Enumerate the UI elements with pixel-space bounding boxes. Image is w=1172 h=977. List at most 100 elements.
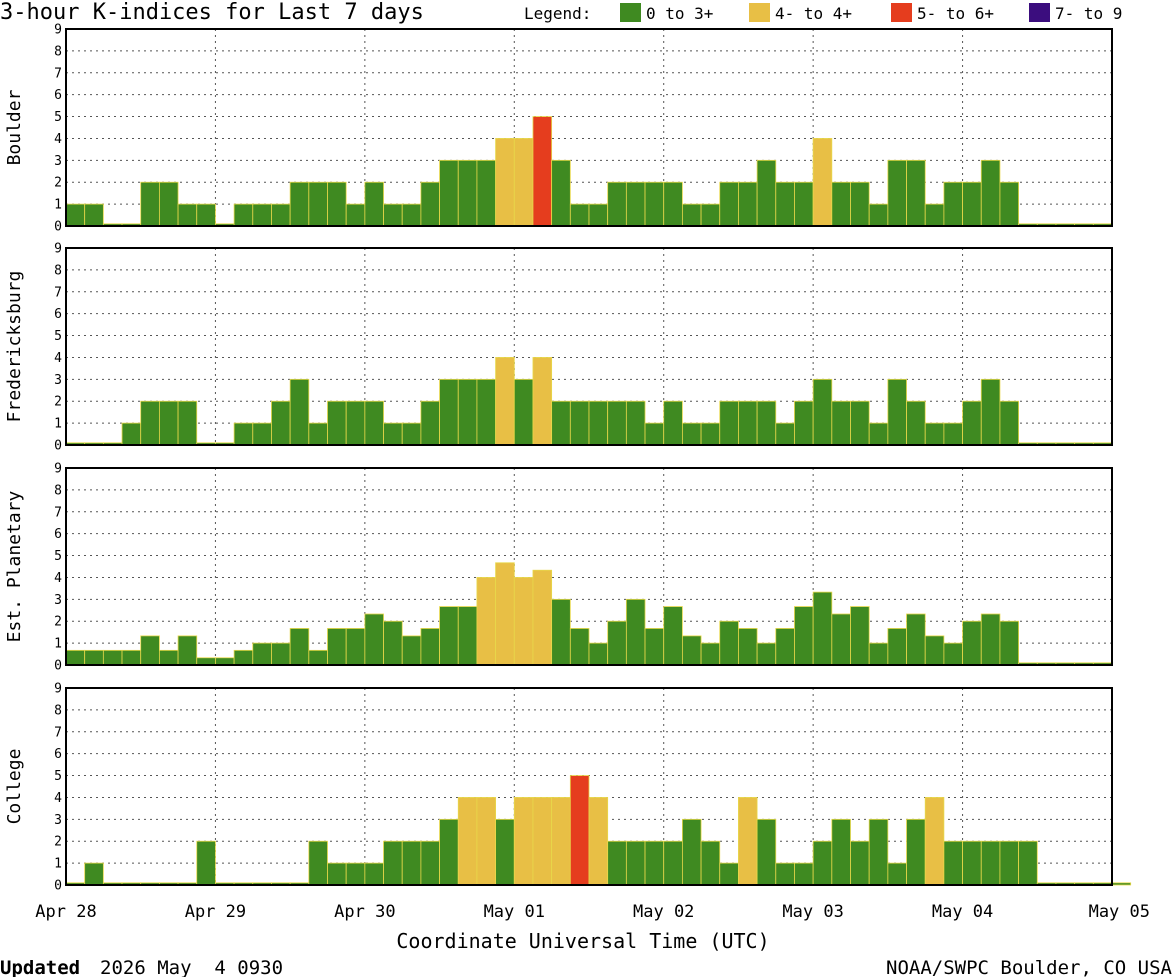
y-tick-label: 1 <box>54 198 62 213</box>
y-tick-label: 5 <box>54 329 62 344</box>
bar-est-planetary-47 <box>943 642 963 666</box>
bar-boulder-36 <box>738 181 758 227</box>
bar-college-46 <box>924 797 945 886</box>
bar-est-planetary-3 <box>121 649 142 666</box>
bar-fredericksburg-28 <box>588 400 609 446</box>
bar-est-planetary-15 <box>345 628 366 666</box>
bar-boulder-20 <box>439 159 459 227</box>
bar-est-planetary-20 <box>439 606 459 666</box>
updated-label: Updated <box>0 957 80 977</box>
bar-boulder-21 <box>457 159 478 227</box>
x-tick-label: May 02 <box>633 902 694 922</box>
bar-fredericksburg-17 <box>383 422 403 446</box>
bar-boulder-30 <box>625 181 646 227</box>
bar-boulder-47 <box>943 181 963 227</box>
bar-boulder-43 <box>868 203 889 227</box>
bar-fredericksburg-31 <box>644 422 665 446</box>
bar-est-planetary-28 <box>588 642 609 666</box>
source-credit: NOAA/SWPC Boulder, CO USA <box>886 957 1172 977</box>
bar-boulder-9 <box>233 203 254 227</box>
y-tick-label: 3 <box>54 593 62 608</box>
bar-fredericksburg-47 <box>943 422 963 446</box>
bar-fredericksburg-43 <box>868 422 889 446</box>
bar-college-31 <box>644 840 665 886</box>
bar-college-26 <box>551 797 571 886</box>
legend-item-label: 4- to 4+ <box>775 4 852 23</box>
y-tick-label: 3 <box>54 373 62 388</box>
bar-boulder-40 <box>812 138 833 227</box>
y-tick-label: 3 <box>54 813 62 828</box>
bar-boulder-18 <box>401 203 422 227</box>
y-tick-label: 6 <box>54 747 62 762</box>
panel-frame <box>65 467 1113 666</box>
panel-frame <box>65 247 1113 446</box>
bar-boulder-25 <box>532 116 553 227</box>
y-tick-label: 0 <box>54 659 62 674</box>
panel-label: Boulder <box>4 89 25 165</box>
bar-fredericksburg-37 <box>756 400 777 446</box>
bar-fredericksburg-20 <box>439 378 459 446</box>
bar-boulder-4 <box>140 181 160 227</box>
bar-est-planetary-45 <box>906 613 926 666</box>
bar-boulder-48 <box>962 181 982 227</box>
bar-est-planetary-24 <box>513 577 534 666</box>
bar-fredericksburg-9 <box>233 422 254 446</box>
bar-boulder-49 <box>980 159 1001 227</box>
bar-fredericksburg-19 <box>420 400 440 446</box>
bar-est-planetary-48 <box>962 620 982 666</box>
bar-fredericksburg-36 <box>738 400 758 446</box>
bar-est-planetary-14 <box>327 628 347 666</box>
bar-fredericksburg-16 <box>364 400 384 446</box>
bar-est-planetary-44 <box>887 628 907 666</box>
bar-college-28 <box>588 797 609 886</box>
bar-college-22 <box>476 797 497 886</box>
y-tick-label: 8 <box>54 263 62 278</box>
y-tick-label: 8 <box>54 44 62 59</box>
y-tick-label: 3 <box>54 154 62 169</box>
bar-college-39 <box>794 862 814 886</box>
y-tick-label: 9 <box>54 462 62 477</box>
bar-est-planetary-30 <box>625 598 646 666</box>
bar-est-planetary-16 <box>364 613 384 666</box>
bar-boulder-14 <box>327 181 347 227</box>
x-tick-label: Apr 30 <box>334 902 395 922</box>
bar-fredericksburg-26 <box>551 400 571 446</box>
bar-boulder-32 <box>663 181 683 227</box>
bar-est-planetary-5 <box>158 649 179 666</box>
y-tick-label: 5 <box>54 549 62 564</box>
bar-est-planetary-10 <box>252 642 272 666</box>
bar-est-planetary-19 <box>420 628 440 666</box>
bar-fredericksburg-3 <box>121 422 142 446</box>
bar-est-planetary-37 <box>756 642 777 666</box>
bar-college-40 <box>812 840 833 886</box>
bar-boulder-12 <box>289 181 310 227</box>
bar-boulder-33 <box>681 203 702 227</box>
bar-fredericksburg-32 <box>663 400 683 446</box>
bar-boulder-1 <box>84 203 104 227</box>
bar-est-planetary-34 <box>700 642 721 666</box>
bar-college-43 <box>868 818 889 886</box>
x-tick-label: Apr 29 <box>185 902 246 922</box>
bar-fredericksburg-35 <box>719 400 739 446</box>
bar-boulder-6 <box>177 203 198 227</box>
bar-fredericksburg-40 <box>812 378 833 446</box>
bar-college-38 <box>775 862 795 886</box>
bar-fredericksburg-44 <box>887 378 907 446</box>
bar-boulder-29 <box>607 181 627 227</box>
panel-frame <box>65 28 1113 227</box>
bar-college-19 <box>420 840 440 886</box>
legend-swatch <box>1029 3 1050 22</box>
x-tick-label: May 01 <box>484 902 545 922</box>
legend-item-label: 0 to 3+ <box>646 4 713 23</box>
bar-est-planetary-42 <box>850 606 870 666</box>
y-tick-label: 0 <box>54 439 62 454</box>
bar-est-planetary-11 <box>271 642 291 666</box>
bar-college-56 <box>1111 882 1132 886</box>
bar-college-44 <box>887 862 907 886</box>
chart-title: 3-hour K-indices for Last 7 days <box>0 0 424 25</box>
bar-fredericksburg-10 <box>252 422 272 446</box>
bar-college-20 <box>439 818 459 886</box>
bar-fredericksburg-13 <box>308 422 328 446</box>
